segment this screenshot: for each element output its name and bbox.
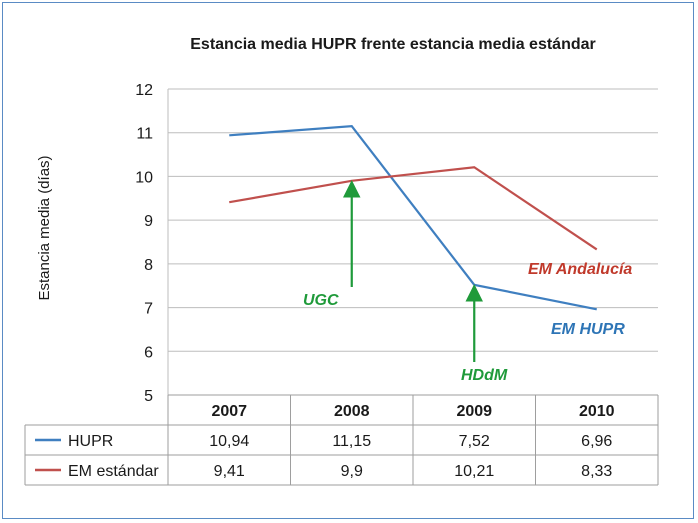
x-tick-label: 2007 xyxy=(211,403,247,420)
annotations: EM Andalucía EM HUPR UGC HDdM xyxy=(303,180,632,384)
x-tick-label: 2008 xyxy=(334,403,370,420)
y-tick-label: 12 xyxy=(135,82,153,99)
data-label: 7,52 xyxy=(459,433,490,450)
data-label: 8,33 xyxy=(581,463,612,480)
annotation-label: UGC xyxy=(303,292,339,309)
data-label: 11,15 xyxy=(332,433,371,450)
data-label: 6,96 xyxy=(581,433,612,450)
series-line-hupr xyxy=(229,125,597,311)
data-label: 10,21 xyxy=(454,463,494,480)
line-chart: Estancia media HUPR frente estancia medi… xyxy=(24,36,659,486)
y-tick-label: 9 xyxy=(144,213,153,230)
y-tick-labels: 5 6 7 8 9 10 11 12 xyxy=(135,82,153,405)
annotation-label: HDdM xyxy=(461,367,508,384)
y-tick-label: 7 xyxy=(144,301,153,318)
y-tick-label: 5 xyxy=(144,388,153,405)
y-tick-label: 6 xyxy=(144,344,153,361)
data-label: 10,94 xyxy=(209,433,249,450)
y-tick-label: 8 xyxy=(144,257,153,274)
y-tick-label: 10 xyxy=(135,169,153,186)
data-label: 9,9 xyxy=(341,463,363,480)
y-tick-label: 11 xyxy=(136,126,153,143)
annotation-label: EM Andalucía xyxy=(528,261,632,278)
x-tick-label: 2010 xyxy=(579,403,615,420)
legend-label: HUPR xyxy=(68,433,113,450)
y-axis-label: Estancia media (días) xyxy=(36,155,53,300)
legend-label: EM estándar xyxy=(68,463,159,480)
chart-title: Estancia media HUPR frente estancia medi… xyxy=(190,36,596,53)
data-label: 9,41 xyxy=(214,463,245,480)
data-table: 2007 2008 2009 2010 HUPR 10,94 11,15 7,52 6,96 EM… xyxy=(24,394,659,486)
series-lines xyxy=(229,125,598,311)
series-line-em-estandar xyxy=(229,166,598,251)
x-tick-label: 2009 xyxy=(456,403,492,420)
annotation-label: EM HUPR xyxy=(551,321,625,338)
